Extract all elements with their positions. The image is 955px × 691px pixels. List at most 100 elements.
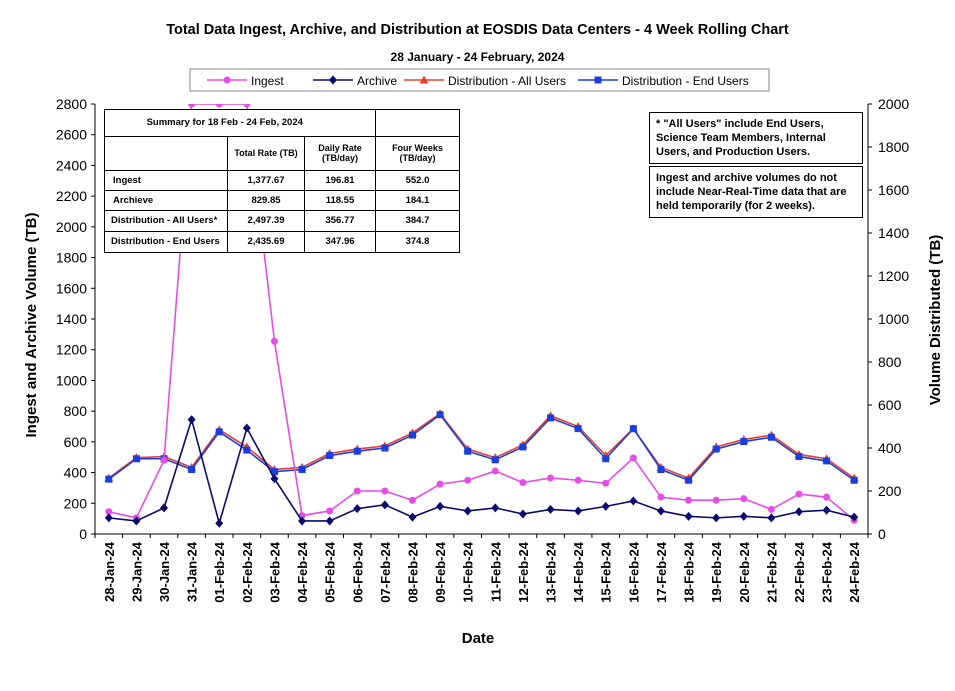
legend-marker [329, 75, 337, 85]
point-distribution-end-users [657, 466, 665, 473]
point-distribution-end-users [215, 428, 223, 436]
point-distribution-end-users [298, 466, 306, 473]
point-ingest [574, 476, 582, 484]
point-archive [712, 513, 721, 523]
x-tick-label: 10-Feb-24 [461, 541, 476, 602]
x-tick-label: 19-Feb-24 [709, 541, 724, 602]
cell-total: 829.85 [227, 190, 305, 210]
point-distribution-end-users [519, 443, 527, 451]
table-row: Archieve 829.85 118.55 184.1 [105, 190, 459, 210]
point-distribution-end-users [326, 452, 334, 460]
series-line-distribution-all-users [108, 412, 855, 480]
y2-tick-label: 1600 [878, 182, 909, 198]
point-archive [380, 500, 389, 510]
point-archive [739, 511, 748, 521]
chart-subtitle: 28 January - 24 February, 2024 [390, 50, 565, 64]
point-ingest [602, 479, 610, 487]
point-archive [822, 505, 831, 515]
point-ingest [270, 337, 278, 345]
point-archive [132, 516, 141, 526]
point-archive [160, 503, 169, 513]
y2-tick-label: 2000 [878, 96, 909, 112]
point-distribution-end-users [629, 425, 637, 433]
y-tick-label: 2400 [56, 157, 87, 173]
point-archive [601, 501, 610, 511]
y-tick-label: 2000 [56, 219, 87, 235]
point-archive [325, 516, 334, 526]
y-tick-label: 600 [64, 434, 88, 450]
cell-total: 1,377.67 [227, 170, 305, 190]
x-tick-label: 16-Feb-24 [626, 541, 641, 602]
cell-four: 384.7 [375, 210, 459, 231]
point-ingest [243, 104, 251, 108]
summary-title: Summary for 18 Feb - 24 Feb, 2024 [146, 117, 303, 129]
point-distribution-end-users [712, 445, 720, 453]
y-tick-label: 2600 [56, 127, 87, 143]
table-row: Ingest 1,377.67 196.81 552.0 [105, 170, 459, 190]
point-archive [629, 496, 638, 506]
y-tick-label: 2800 [56, 96, 87, 112]
cell-four: 184.1 [375, 190, 459, 210]
series-line-archive [108, 416, 855, 527]
y2-tick-label: 0 [878, 526, 886, 542]
point-ingest [326, 507, 334, 515]
y2-axis-title: Volume Distributed (TB) [927, 235, 944, 406]
x-tick-label: 20-Feb-24 [737, 541, 752, 602]
point-archive [491, 503, 500, 513]
x-tick-label: 18-Feb-24 [682, 541, 697, 602]
y2-tick-label: 600 [878, 397, 902, 413]
x-tick-label: 01-Feb-24 [212, 541, 227, 602]
series-line-distribution-end-users [108, 413, 855, 482]
table-row: Distribution - All Users* 2,497.39 356.7… [105, 210, 459, 231]
cell-total: 2,497.39 [227, 210, 305, 231]
legend-label: Distribution - End Users [622, 74, 749, 88]
row-label: Distribution - End Users [111, 236, 220, 248]
point-ingest [795, 490, 803, 498]
legend-marker [419, 75, 429, 84]
x-tick-label: 29-Jan-24 [129, 541, 144, 602]
legend-label: Distribution - All Users [448, 74, 566, 88]
point-ingest [381, 487, 389, 495]
cell-daily: 196.81 [304, 170, 376, 190]
point-distribution-end-users [132, 455, 140, 463]
point-distribution-end-users [243, 446, 251, 454]
x-tick-label: 02-Feb-24 [240, 541, 255, 602]
point-distribution-end-users [602, 455, 610, 463]
x-tick-label: 05-Feb-24 [323, 541, 338, 602]
point-ingest [408, 496, 416, 504]
cell-daily: 347.96 [304, 231, 376, 252]
point-ingest [160, 456, 168, 464]
y2-tick-label: 1000 [878, 311, 909, 327]
x-tick-label: 24-Feb-24 [847, 541, 862, 602]
point-ingest [519, 479, 527, 487]
series-line-ingest [108, 104, 855, 521]
x-tick-label: 17-Feb-24 [654, 541, 669, 602]
point-distribution-end-users [188, 466, 196, 473]
chart-title: Total Data Ingest, Archive, and Distribu… [166, 22, 789, 38]
summary-table: Summary for 18 Feb - 24 Feb, 2024 Total … [104, 109, 460, 253]
x-tick-label: 23-Feb-24 [820, 541, 835, 602]
row-label: Archieve [113, 194, 154, 206]
point-archive [850, 512, 859, 522]
point-distribution-end-users [850, 476, 858, 484]
y2-tick-label: 1400 [878, 225, 909, 241]
point-distribution-end-users [823, 457, 831, 465]
point-ingest [436, 480, 444, 488]
point-distribution-end-users [740, 438, 748, 446]
legend-marker [594, 76, 602, 84]
y-tick-label: 1600 [56, 280, 87, 296]
legend-marker [223, 76, 231, 84]
y-tick-label: 1400 [56, 311, 87, 327]
point-ingest [740, 495, 748, 503]
y2-tick-label: 1200 [878, 268, 909, 284]
point-archive [518, 509, 527, 519]
y-tick-label: 0 [79, 526, 87, 542]
point-ingest [188, 104, 196, 108]
point-ingest [629, 454, 637, 462]
point-archive [215, 518, 224, 528]
point-ingest [105, 508, 113, 516]
point-ingest [464, 476, 472, 484]
legend-label: Ingest [251, 74, 284, 88]
point-distribution-end-users [685, 476, 693, 484]
